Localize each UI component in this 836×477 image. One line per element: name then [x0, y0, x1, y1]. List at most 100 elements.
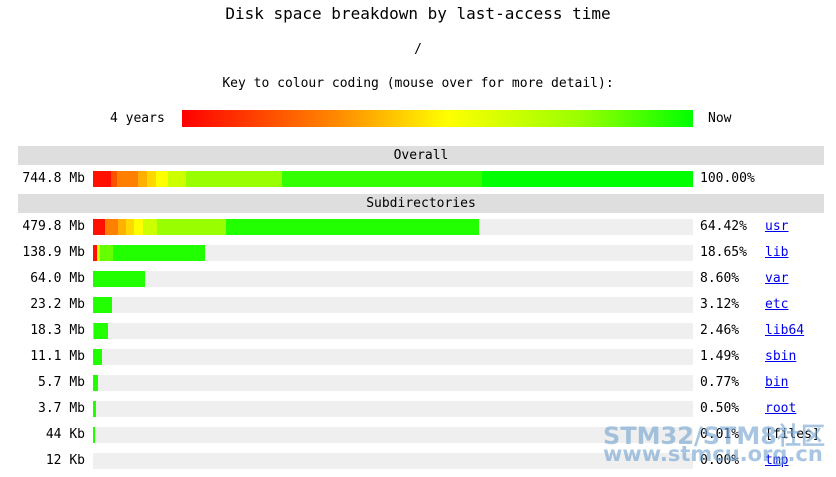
overall-bar-segment[interactable] [186, 171, 282, 187]
overall-bar-segment[interactable] [117, 171, 138, 187]
overall-bar-segment[interactable] [168, 171, 186, 187]
subdirectory-row: 3.7 Mb 0.50% root [0, 400, 836, 418]
directory-link[interactable]: tmp [765, 453, 789, 468]
row-bar-segment[interactable] [93, 323, 95, 339]
directory-link[interactable]: etc [765, 297, 789, 312]
watermark-line-2: www.stmcu.org.cn [603, 442, 823, 466]
row-percent-label: 18.65% [700, 245, 747, 260]
subdirectory-row: 44 Kb 0.01% [files] [0, 426, 836, 444]
row-bar-bin[interactable] [93, 375, 98, 391]
row-bar-track [93, 245, 693, 261]
row-bar-segment[interactable] [93, 401, 96, 417]
row-bar-segment[interactable] [93, 349, 102, 365]
row-bar-etc[interactable] [93, 297, 112, 313]
subdirectory-row: 11.1 Mb 1.49% sbin [0, 348, 836, 366]
page-title: Disk space breakdown by last-access time [225, 4, 611, 23]
overall-size: 744.8 Mb [22, 171, 85, 186]
row-bar-segment[interactable] [125, 219, 134, 235]
row-bar-segment[interactable] [93, 375, 98, 391]
row-size-label: 44 Kb [45, 427, 85, 442]
row-bar-segment[interactable] [156, 219, 227, 235]
subdirectory-row: 479.8 Mb 64.42% usr [0, 218, 836, 236]
row-bar-lib64[interactable] [93, 323, 108, 339]
colour-key-left-label: 4 years [110, 111, 165, 126]
overall-percent: 100.00% [700, 171, 755, 186]
directory-link[interactable]: lib64 [765, 323, 805, 338]
row-size-label: 23.2 Mb [30, 297, 85, 312]
row-percent-label: 1.49% [700, 349, 740, 364]
directory-link[interactable]: bin [765, 375, 789, 390]
row-bar-segment[interactable] [93, 297, 95, 313]
row-bar-segment[interactable] [93, 245, 97, 261]
files-label: [files] [765, 427, 820, 442]
overall-bar-track [93, 171, 693, 187]
row-percent-label: 2.46% [700, 323, 740, 338]
subdirectory-row: 5.7 Mb 0.77% bin [0, 374, 836, 392]
overall-header: Overall [18, 146, 824, 165]
row-bar-segment[interactable] [94, 323, 108, 339]
row-bar-lib[interactable] [93, 245, 205, 261]
row-percent-label: 0.01% [700, 427, 740, 442]
row-percent-label: 64.42% [700, 219, 747, 234]
row-size-label: 12 Kb [45, 453, 85, 468]
row-bar-segment[interactable] [96, 245, 101, 261]
row-bar-track [93, 427, 693, 443]
directory-link[interactable]: sbin [765, 349, 797, 364]
row-percent-label: 0.50% [700, 401, 740, 416]
overall-bar[interactable] [93, 171, 693, 187]
subdirectories-header: Subdirectories [18, 194, 824, 213]
row-bar-segment[interactable] [104, 219, 119, 235]
directory-link[interactable]: var [765, 271, 789, 286]
row-percent-label: 0.00% [700, 453, 740, 468]
directory-link[interactable]: root [765, 401, 797, 416]
directory-link[interactable]: usr [765, 219, 789, 234]
overall-bar-segment[interactable] [156, 171, 168, 187]
row-bar-segment[interactable] [93, 271, 145, 287]
row-bar-usr[interactable] [93, 219, 480, 235]
row-bar-segment[interactable] [118, 219, 126, 235]
row-bar-files[interactable] [93, 427, 95, 443]
row-bar-root[interactable] [93, 401, 96, 417]
row-bar-track [93, 219, 693, 235]
overall-bar-segment[interactable] [282, 171, 482, 187]
subdirectory-row: 23.2 Mb 3.12% etc [0, 296, 836, 314]
row-bar-segment[interactable] [112, 245, 205, 261]
row-bar-segment[interactable] [133, 219, 144, 235]
row-bar-segment[interactable] [93, 427, 95, 443]
row-bar-track [93, 375, 693, 391]
row-bar-track [93, 297, 693, 313]
row-percent-label: 0.77% [700, 375, 740, 390]
row-bar-track [93, 323, 693, 339]
row-bar-segment[interactable] [100, 245, 113, 261]
row-size-label: 5.7 Mb [38, 375, 85, 390]
overall-bar-segment[interactable] [93, 171, 111, 187]
directory-link[interactable]: lib [765, 245, 789, 260]
subdirectory-row: 138.9 Mb 18.65% lib [0, 244, 836, 262]
subdirectory-row: 64.0 Mb 8.60% var [0, 270, 836, 288]
row-bar-track [93, 349, 693, 365]
row-bar-var[interactable] [93, 271, 145, 287]
row-size-label: 11.1 Mb [30, 349, 85, 364]
overall-bar-segment[interactable] [481, 171, 693, 187]
row-percent-label: 8.60% [700, 271, 740, 286]
row-percent-label: 3.12% [700, 297, 740, 312]
colour-key-right-label: Now [708, 111, 732, 126]
row-size-label: 64.0 Mb [30, 271, 85, 286]
row-bar-segment[interactable] [94, 297, 112, 313]
row-bar-sbin[interactable] [93, 349, 102, 365]
overall-bar-segment[interactable] [147, 171, 156, 187]
row-size-label: 3.7 Mb [38, 401, 85, 416]
directory-path: / [414, 42, 422, 57]
watermark-line-1: STM32/STM8社区 [603, 422, 825, 450]
row-size-label: 479.8 Mb [22, 219, 85, 234]
overall-bar-segment[interactable] [111, 171, 117, 187]
row-bar-segment[interactable] [226, 219, 480, 235]
overall-row: 744.8 Mb 100.00% [0, 170, 836, 188]
row-bar-segment[interactable] [143, 219, 157, 235]
overall-bar-segment[interactable] [138, 171, 147, 187]
row-bar-segment[interactable] [93, 219, 105, 235]
colour-key-gradient-bar[interactable] [182, 110, 693, 127]
row-bar-track [93, 453, 693, 469]
row-bar-track [93, 401, 693, 417]
row-bar-track [93, 271, 693, 287]
